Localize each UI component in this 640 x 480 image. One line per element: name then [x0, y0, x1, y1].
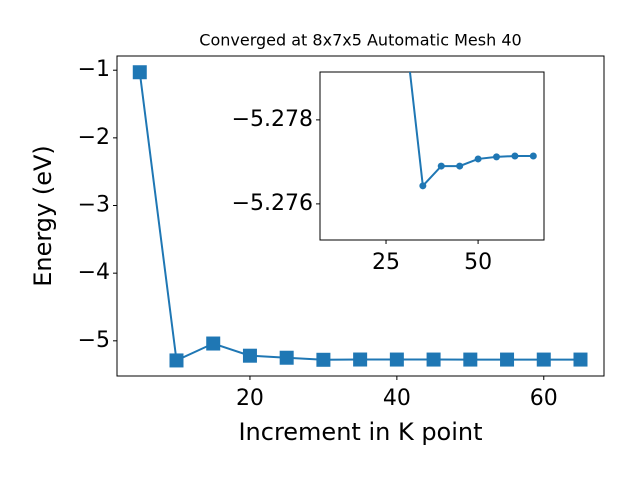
plot-clip — [401, 20, 537, 190]
marker — [492, 153, 500, 161]
y-tick-label: −1 — [78, 57, 110, 82]
x-tick-label: 20 — [236, 386, 264, 411]
y-tick-label: −2 — [78, 125, 110, 150]
marker — [463, 352, 478, 367]
x-tick-label: 25 — [372, 250, 400, 275]
x-tick-label: 60 — [530, 386, 558, 411]
marker — [401, 20, 408, 27]
y-tick-label: −5.276 — [232, 191, 313, 216]
y-tick-label: −5.278 — [232, 107, 313, 132]
inset: 25 50 −5.278 −5.276 — [232, 20, 545, 275]
marker — [242, 348, 257, 363]
marker — [419, 182, 427, 190]
chart-title: Converged at 8x7x5 Automatic Mesh 40 — [199, 31, 521, 50]
x-axis-label: Increment in K point — [238, 418, 482, 446]
marker — [536, 352, 551, 367]
marker — [456, 162, 464, 170]
marker — [573, 352, 588, 367]
x-tick-label: 40 — [383, 386, 411, 411]
y-tick-label: −4 — [78, 260, 110, 285]
y-tick-label: −3 — [78, 193, 110, 218]
marker — [474, 155, 482, 163]
marker — [169, 353, 184, 368]
marker — [437, 162, 445, 170]
marker — [529, 152, 537, 160]
marker — [353, 352, 368, 367]
plot-clip — [132, 65, 588, 368]
marker — [500, 352, 515, 367]
x-tick-label: 50 — [464, 250, 492, 275]
marker — [511, 152, 519, 160]
marker — [389, 352, 404, 367]
marker — [279, 350, 294, 365]
marker — [316, 352, 331, 367]
y-tick-label: −5 — [78, 328, 110, 353]
marker — [206, 336, 221, 351]
y-axis-label: Energy (eV) — [29, 145, 57, 287]
marker — [132, 65, 147, 80]
marker — [426, 352, 441, 367]
